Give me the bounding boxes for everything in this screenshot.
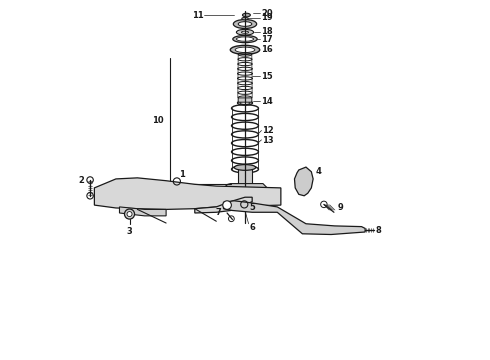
FancyBboxPatch shape	[238, 98, 252, 102]
Text: 13: 13	[262, 136, 274, 145]
Text: 17: 17	[261, 35, 273, 44]
Text: 2: 2	[79, 176, 85, 185]
Ellipse shape	[243, 13, 250, 17]
Ellipse shape	[230, 45, 260, 54]
Ellipse shape	[233, 19, 257, 28]
Circle shape	[127, 212, 132, 217]
Text: 9: 9	[338, 203, 343, 212]
Ellipse shape	[236, 37, 254, 41]
Text: 20: 20	[261, 9, 273, 18]
Text: 1: 1	[179, 170, 185, 179]
Text: 19: 19	[261, 13, 273, 22]
Text: 12: 12	[262, 126, 274, 135]
Ellipse shape	[236, 30, 254, 35]
Text: 5: 5	[249, 203, 255, 212]
Ellipse shape	[238, 100, 252, 105]
Circle shape	[223, 201, 231, 210]
Text: 18: 18	[261, 27, 273, 36]
Ellipse shape	[242, 31, 248, 33]
Ellipse shape	[242, 17, 248, 20]
Ellipse shape	[240, 102, 250, 104]
Text: 10: 10	[151, 116, 163, 125]
Circle shape	[124, 209, 135, 219]
Polygon shape	[294, 167, 313, 196]
Text: 16: 16	[261, 45, 273, 54]
Polygon shape	[95, 178, 281, 210]
Text: 11: 11	[192, 10, 204, 19]
Text: 8: 8	[376, 226, 382, 235]
Circle shape	[233, 189, 239, 195]
Circle shape	[251, 189, 257, 195]
Ellipse shape	[235, 47, 255, 53]
Polygon shape	[120, 207, 166, 216]
Ellipse shape	[233, 36, 257, 42]
Ellipse shape	[234, 165, 256, 170]
Text: 7: 7	[216, 208, 221, 217]
Text: 15: 15	[261, 72, 273, 81]
Polygon shape	[223, 184, 267, 201]
Ellipse shape	[238, 22, 252, 26]
Polygon shape	[223, 201, 365, 234]
Text: 6: 6	[249, 223, 255, 232]
Bar	[238, 167, 252, 184]
Text: 3: 3	[126, 227, 132, 236]
Text: 14: 14	[261, 96, 273, 105]
Text: 4: 4	[316, 167, 322, 176]
Polygon shape	[195, 197, 252, 213]
